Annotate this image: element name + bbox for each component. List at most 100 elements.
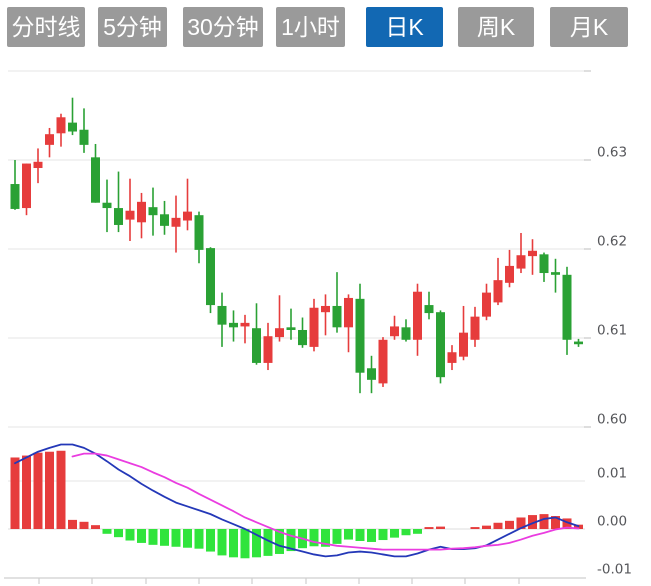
candle-body — [413, 291, 422, 340]
macd-histogram-bar — [183, 529, 192, 548]
tab-5min[interactable]: 5分钟 — [98, 7, 167, 47]
macd-histogram-bar — [68, 519, 77, 529]
candle-body — [470, 316, 480, 340]
candle-body — [91, 157, 100, 203]
candle-body — [194, 215, 204, 250]
macd-histogram-bar — [344, 529, 353, 540]
price-axis-label: 0.60 — [597, 412, 627, 428]
macd-histogram-bar — [240, 529, 250, 559]
macd-histogram-bar — [482, 525, 491, 529]
candle-body — [321, 305, 330, 313]
candle-body — [148, 207, 158, 216]
tab-weekly-k[interactable]: 周K — [458, 7, 534, 47]
tab-monthly-k[interactable]: 月K — [550, 7, 628, 47]
candle-body — [160, 214, 169, 226]
candle-body — [574, 341, 583, 345]
dea-line — [71, 452, 580, 551]
price-axis-label: 0.61 — [597, 323, 627, 339]
candle-body — [493, 280, 503, 303]
candle-body — [367, 368, 376, 380]
macd-histogram-bar — [217, 529, 227, 556]
macd-histogram-bar — [45, 451, 54, 529]
candle-body — [401, 327, 411, 340]
candle-body — [45, 134, 54, 145]
candle-body — [240, 322, 250, 327]
macd-histogram-bar — [516, 517, 526, 529]
candle-body — [102, 202, 112, 209]
candle-body — [68, 122, 77, 132]
macd-histogram-bar — [137, 529, 146, 543]
candle-body — [298, 329, 307, 346]
tab-time-line[interactable]: 分时线 — [7, 7, 85, 47]
candle-body — [137, 201, 146, 223]
candle-body — [528, 250, 537, 257]
macd-histogram-bar — [505, 520, 514, 529]
candle-body — [459, 332, 468, 357]
candle-body — [33, 161, 43, 169]
candle-body — [229, 322, 238, 328]
candle-body — [539, 254, 549, 274]
candle-body — [309, 307, 319, 347]
candle-body — [516, 255, 526, 269]
macd-histogram-bar — [125, 529, 135, 541]
macd-histogram-bar — [10, 457, 20, 529]
candle-body — [286, 327, 296, 330]
macd-histogram-bar — [171, 529, 181, 547]
macd-histogram-bar — [252, 529, 261, 558]
macd-histogram-bar — [332, 529, 342, 544]
candle-body — [114, 208, 123, 225]
price-axis-label: 0.63 — [597, 145, 627, 161]
macd-histogram-bar — [22, 455, 31, 529]
macd-histogram-bar — [79, 521, 89, 529]
macd-histogram-bar — [390, 529, 399, 538]
candle-body — [562, 274, 572, 340]
candle-body — [344, 297, 353, 328]
macd-histogram-bar — [401, 529, 411, 536]
candle-body — [183, 211, 192, 221]
macd-histogram-bar — [114, 529, 123, 538]
macd-histogram-bar — [378, 529, 388, 541]
candle-body — [424, 305, 434, 314]
candle-body — [355, 298, 365, 373]
candle-body — [22, 163, 31, 209]
macd-histogram-bar — [275, 529, 284, 554]
candle-body — [263, 336, 273, 363]
macd-histogram-bar — [194, 529, 204, 549]
macd-histogram-bar — [551, 516, 560, 529]
candle-body — [482, 292, 491, 317]
candle-body — [252, 328, 261, 363]
candle-body — [10, 184, 20, 209]
macd-axis-label: 0.01 — [597, 466, 627, 482]
candle-body — [171, 217, 181, 227]
macd-histogram-bar — [528, 515, 537, 529]
macd-histogram-bar — [436, 526, 445, 529]
macd-histogram-bar — [321, 529, 330, 547]
candle-body — [551, 272, 560, 275]
candle-body — [56, 117, 66, 134]
macd-axis-label: 0.00 — [597, 514, 627, 530]
period-tab-bar: 分时线 5分钟 30分钟 1小时 日K 周K 月K — [0, 0, 651, 54]
candle-body — [390, 326, 399, 337]
candle-body — [436, 312, 445, 378]
dif-line — [14, 443, 580, 558]
macd-histogram-bar — [539, 514, 549, 529]
tab-daily-k[interactable]: 日K — [366, 7, 443, 47]
macd-histogram-bar — [91, 525, 100, 529]
candle-body — [217, 305, 227, 325]
macd-histogram-bar — [263, 529, 273, 556]
macd-histogram-bar — [148, 529, 158, 545]
tab-1hour[interactable]: 1小时 — [276, 7, 345, 47]
macd-histogram-bar — [206, 529, 215, 552]
macd-histogram-bar — [562, 518, 572, 529]
macd-axis-label: -0.01 — [597, 562, 632, 578]
tab-30min[interactable]: 30分钟 — [183, 7, 263, 47]
macd-histogram-bar — [160, 529, 169, 546]
candle-body — [275, 328, 284, 338]
macd-histogram-bar — [424, 527, 434, 529]
candle-body — [378, 339, 388, 384]
macd-histogram-bar — [493, 522, 503, 529]
macd-histogram-bar — [102, 529, 112, 534]
candle-body — [79, 129, 89, 145]
candle-body — [332, 305, 342, 328]
